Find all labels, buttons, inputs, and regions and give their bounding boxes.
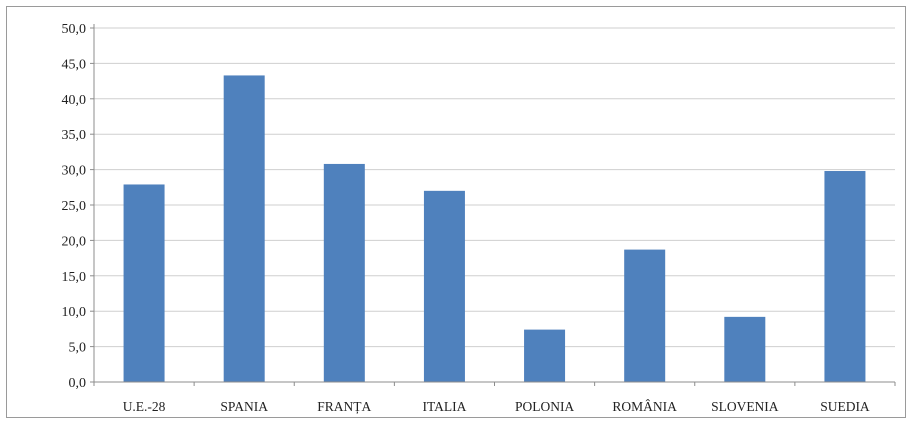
x-axis-labels: U.E.-28 SPANIA FRANȚA ITALIA POLONIA ROMÂNIA S… (93, 382, 896, 414)
y-tick-label: 50,0 (62, 22, 87, 37)
bar-8 (824, 171, 866, 382)
x-category-label: SPANIA (220, 399, 268, 414)
bar-1 (123, 184, 165, 382)
x-category-label: POLONIA (515, 399, 574, 414)
bar-2 (223, 75, 265, 382)
y-tick-label: 0,0 (69, 376, 87, 391)
bar-7 (724, 316, 766, 382)
gridlines (94, 27, 895, 348)
y-tick-label: 40,0 (62, 93, 87, 108)
x-category-label: FRANȚA (317, 399, 371, 414)
bar-5 (524, 329, 566, 382)
x-category-label: SUEDIA (820, 399, 870, 414)
x-category-label: ITALIA (422, 399, 466, 414)
y-tick-label: 20,0 (62, 234, 87, 249)
y-tick-label: 35,0 (62, 128, 87, 143)
bar-4 (423, 190, 465, 382)
top-strip (0, 0, 913, 6)
y-tick-label: 45,0 (62, 57, 87, 72)
x-category-label: SLOVENIA (711, 399, 779, 414)
x-category-label: U.E.-28 (123, 399, 166, 414)
bar-6 (624, 249, 666, 382)
x-category-label: ROMÂNIA (612, 399, 677, 414)
bar-3 (323, 163, 365, 382)
bars (123, 75, 866, 382)
y-tick-label: 10,0 (62, 305, 87, 320)
y-tick-label: 30,0 (62, 164, 87, 179)
y-tick-label: 25,0 (62, 199, 87, 214)
y-tick-label: 15,0 (62, 270, 87, 285)
y-axis-ticks: 0,0 5,0 10,0 15,0 20,0 25,0 30,0 35,0 40,0 45,0 50… (62, 22, 94, 391)
y-tick-label: 5,0 (69, 341, 87, 356)
